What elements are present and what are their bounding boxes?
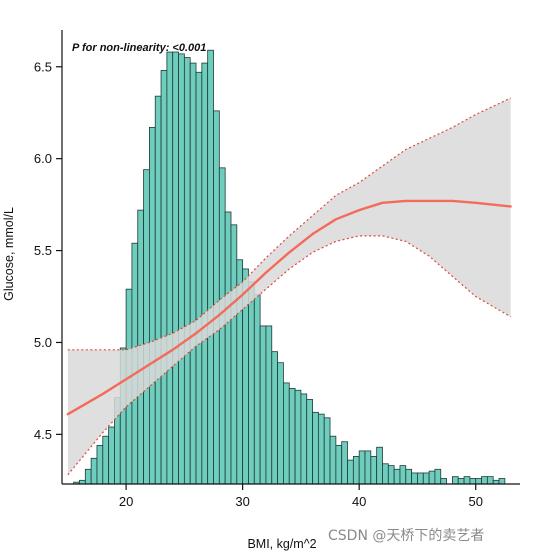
histogram-bar <box>90 457 98 485</box>
histogram-bar <box>486 476 494 485</box>
histogram-bar <box>189 62 197 485</box>
y-tick-label: 6.0 <box>34 151 52 166</box>
histogram-bar <box>230 224 238 485</box>
y-tick-label: 5.0 <box>34 335 52 350</box>
histogram-bar <box>154 95 162 485</box>
histogram-bar <box>259 325 267 485</box>
histogram-bar <box>277 362 284 485</box>
histogram-bar <box>178 53 185 485</box>
confidence-band <box>67 97 511 476</box>
histogram-bar <box>452 476 459 485</box>
fitted-curve <box>66 199 512 416</box>
ci-band-fill <box>67 98 511 475</box>
tick-labels: 4.5 5.0 5.5 6.0 6.5 20 30 40 50 <box>34 59 483 509</box>
histogram-bar <box>207 49 214 485</box>
histogram-bar <box>475 478 482 485</box>
y-axis-title: Glucose, mmol/L <box>2 207 16 301</box>
histogram-bar <box>201 62 209 485</box>
histogram-bar <box>166 51 174 485</box>
histogram-bar <box>428 470 436 485</box>
histogram-bar <box>195 71 203 485</box>
y-tick-label: 4.5 <box>34 427 52 442</box>
histogram-bar <box>405 468 413 485</box>
histogram-bar <box>469 478 477 485</box>
histogram-bar <box>248 281 255 485</box>
histogram-bar <box>457 478 465 485</box>
x-tick-label: 50 <box>468 494 482 509</box>
histogram-bar <box>393 468 401 485</box>
histogram-bar <box>417 472 424 485</box>
histogram-bar <box>183 57 191 485</box>
histogram-bar <box>422 472 430 485</box>
watermark: CSDN @天桥下的卖艺者 <box>328 528 484 544</box>
histogram-bar <box>399 465 407 485</box>
histogram-bar <box>96 444 104 485</box>
histogram-bar <box>108 426 115 485</box>
histogram-bar <box>434 468 442 485</box>
histogram-bar <box>352 456 360 485</box>
y-tick-label: 5.5 <box>34 243 52 258</box>
histogram-bar <box>329 435 337 485</box>
histogram-bar <box>335 444 343 485</box>
histogram-bar <box>160 70 168 485</box>
histogram-bar <box>382 463 389 485</box>
histogram-bar <box>463 476 471 485</box>
histogram-bar <box>213 110 220 485</box>
axes <box>56 30 520 490</box>
histogram-bar <box>265 325 273 485</box>
histogram-bar <box>300 393 308 485</box>
histogram-bar <box>294 389 302 485</box>
histogram-bar <box>376 446 383 485</box>
x-axis-title: BMI, kg/m^2 <box>247 537 316 551</box>
y-tick-label: 6.5 <box>34 59 52 74</box>
histogram-bar <box>172 51 179 485</box>
x-tick-label: 20 <box>119 494 133 509</box>
histogram-bar <box>481 476 488 485</box>
ci-upper-line <box>67 97 511 351</box>
histogram-bar <box>364 450 372 485</box>
histogram-bar <box>148 127 156 485</box>
non-linearity-annotation: P for non-linearity: <0.001 <box>72 42 206 54</box>
histogram-bar <box>347 459 354 485</box>
fitted-line <box>66 199 512 416</box>
histogram-bar <box>498 478 506 485</box>
histogram-bar <box>323 417 331 485</box>
histogram-bar <box>84 468 92 485</box>
histogram-bar <box>312 411 319 485</box>
histogram-bar <box>387 465 395 485</box>
ci-lower-line <box>67 235 511 476</box>
histogram-bar <box>283 382 290 485</box>
histogram-bar <box>143 169 150 485</box>
histogram-bar <box>317 413 325 485</box>
histogram-bar <box>440 478 447 485</box>
histogram-bar <box>341 441 348 485</box>
histogram-bar <box>224 211 232 485</box>
histogram-bar <box>411 472 418 485</box>
histogram-bar <box>288 388 296 485</box>
x-tick-label: 40 <box>352 494 366 509</box>
histogram-bar <box>253 294 261 485</box>
histogram-bar <box>271 351 278 485</box>
x-tick-label: 30 <box>235 494 249 509</box>
histogram-bar <box>306 399 313 485</box>
histogram-bar <box>370 456 378 485</box>
histogram-bar <box>358 450 366 485</box>
histogram-bar <box>102 435 110 485</box>
